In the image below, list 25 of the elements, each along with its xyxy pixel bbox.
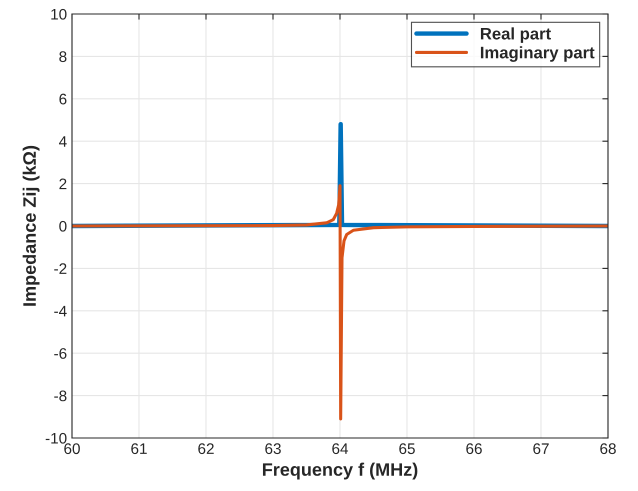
x-tick-label: 65 (399, 443, 415, 454)
x-tick-label: 67 (533, 443, 549, 454)
line-series (72, 184, 608, 420)
y-tick-label: 4 (58, 136, 67, 147)
y-axis-title: Impedance Zij (kΩ) (22, 146, 40, 306)
x-axis-title: Frequency f (MHz) (262, 462, 418, 480)
x-tick-label: 63 (265, 443, 281, 454)
legend-label: Imaginary part (480, 46, 594, 62)
y-tick-label: 0 (59, 220, 67, 232)
y-tick-label: 10 (51, 8, 67, 20)
x-tick-label: 61 (131, 443, 147, 454)
y-tick-label: -2 (54, 263, 66, 274)
x-tick-label: 66 (466, 443, 482, 454)
y-tick-label: 2 (59, 178, 66, 190)
legend-label: Real part (480, 27, 551, 43)
y-tick-label: -8 (54, 390, 66, 402)
x-tick-label: 62 (198, 443, 214, 454)
y-tick-label: 8 (59, 51, 66, 62)
y-tick-label: -10 (46, 432, 67, 444)
x-tick-label: 68 (600, 443, 616, 454)
x-tick-label: 60 (64, 443, 80, 454)
y-tick-label: -6 (54, 348, 66, 359)
y-tick-label: -4 (54, 306, 67, 316)
x-tick-label: 64 (332, 443, 348, 454)
y-tick-label: 6 (59, 94, 66, 104)
